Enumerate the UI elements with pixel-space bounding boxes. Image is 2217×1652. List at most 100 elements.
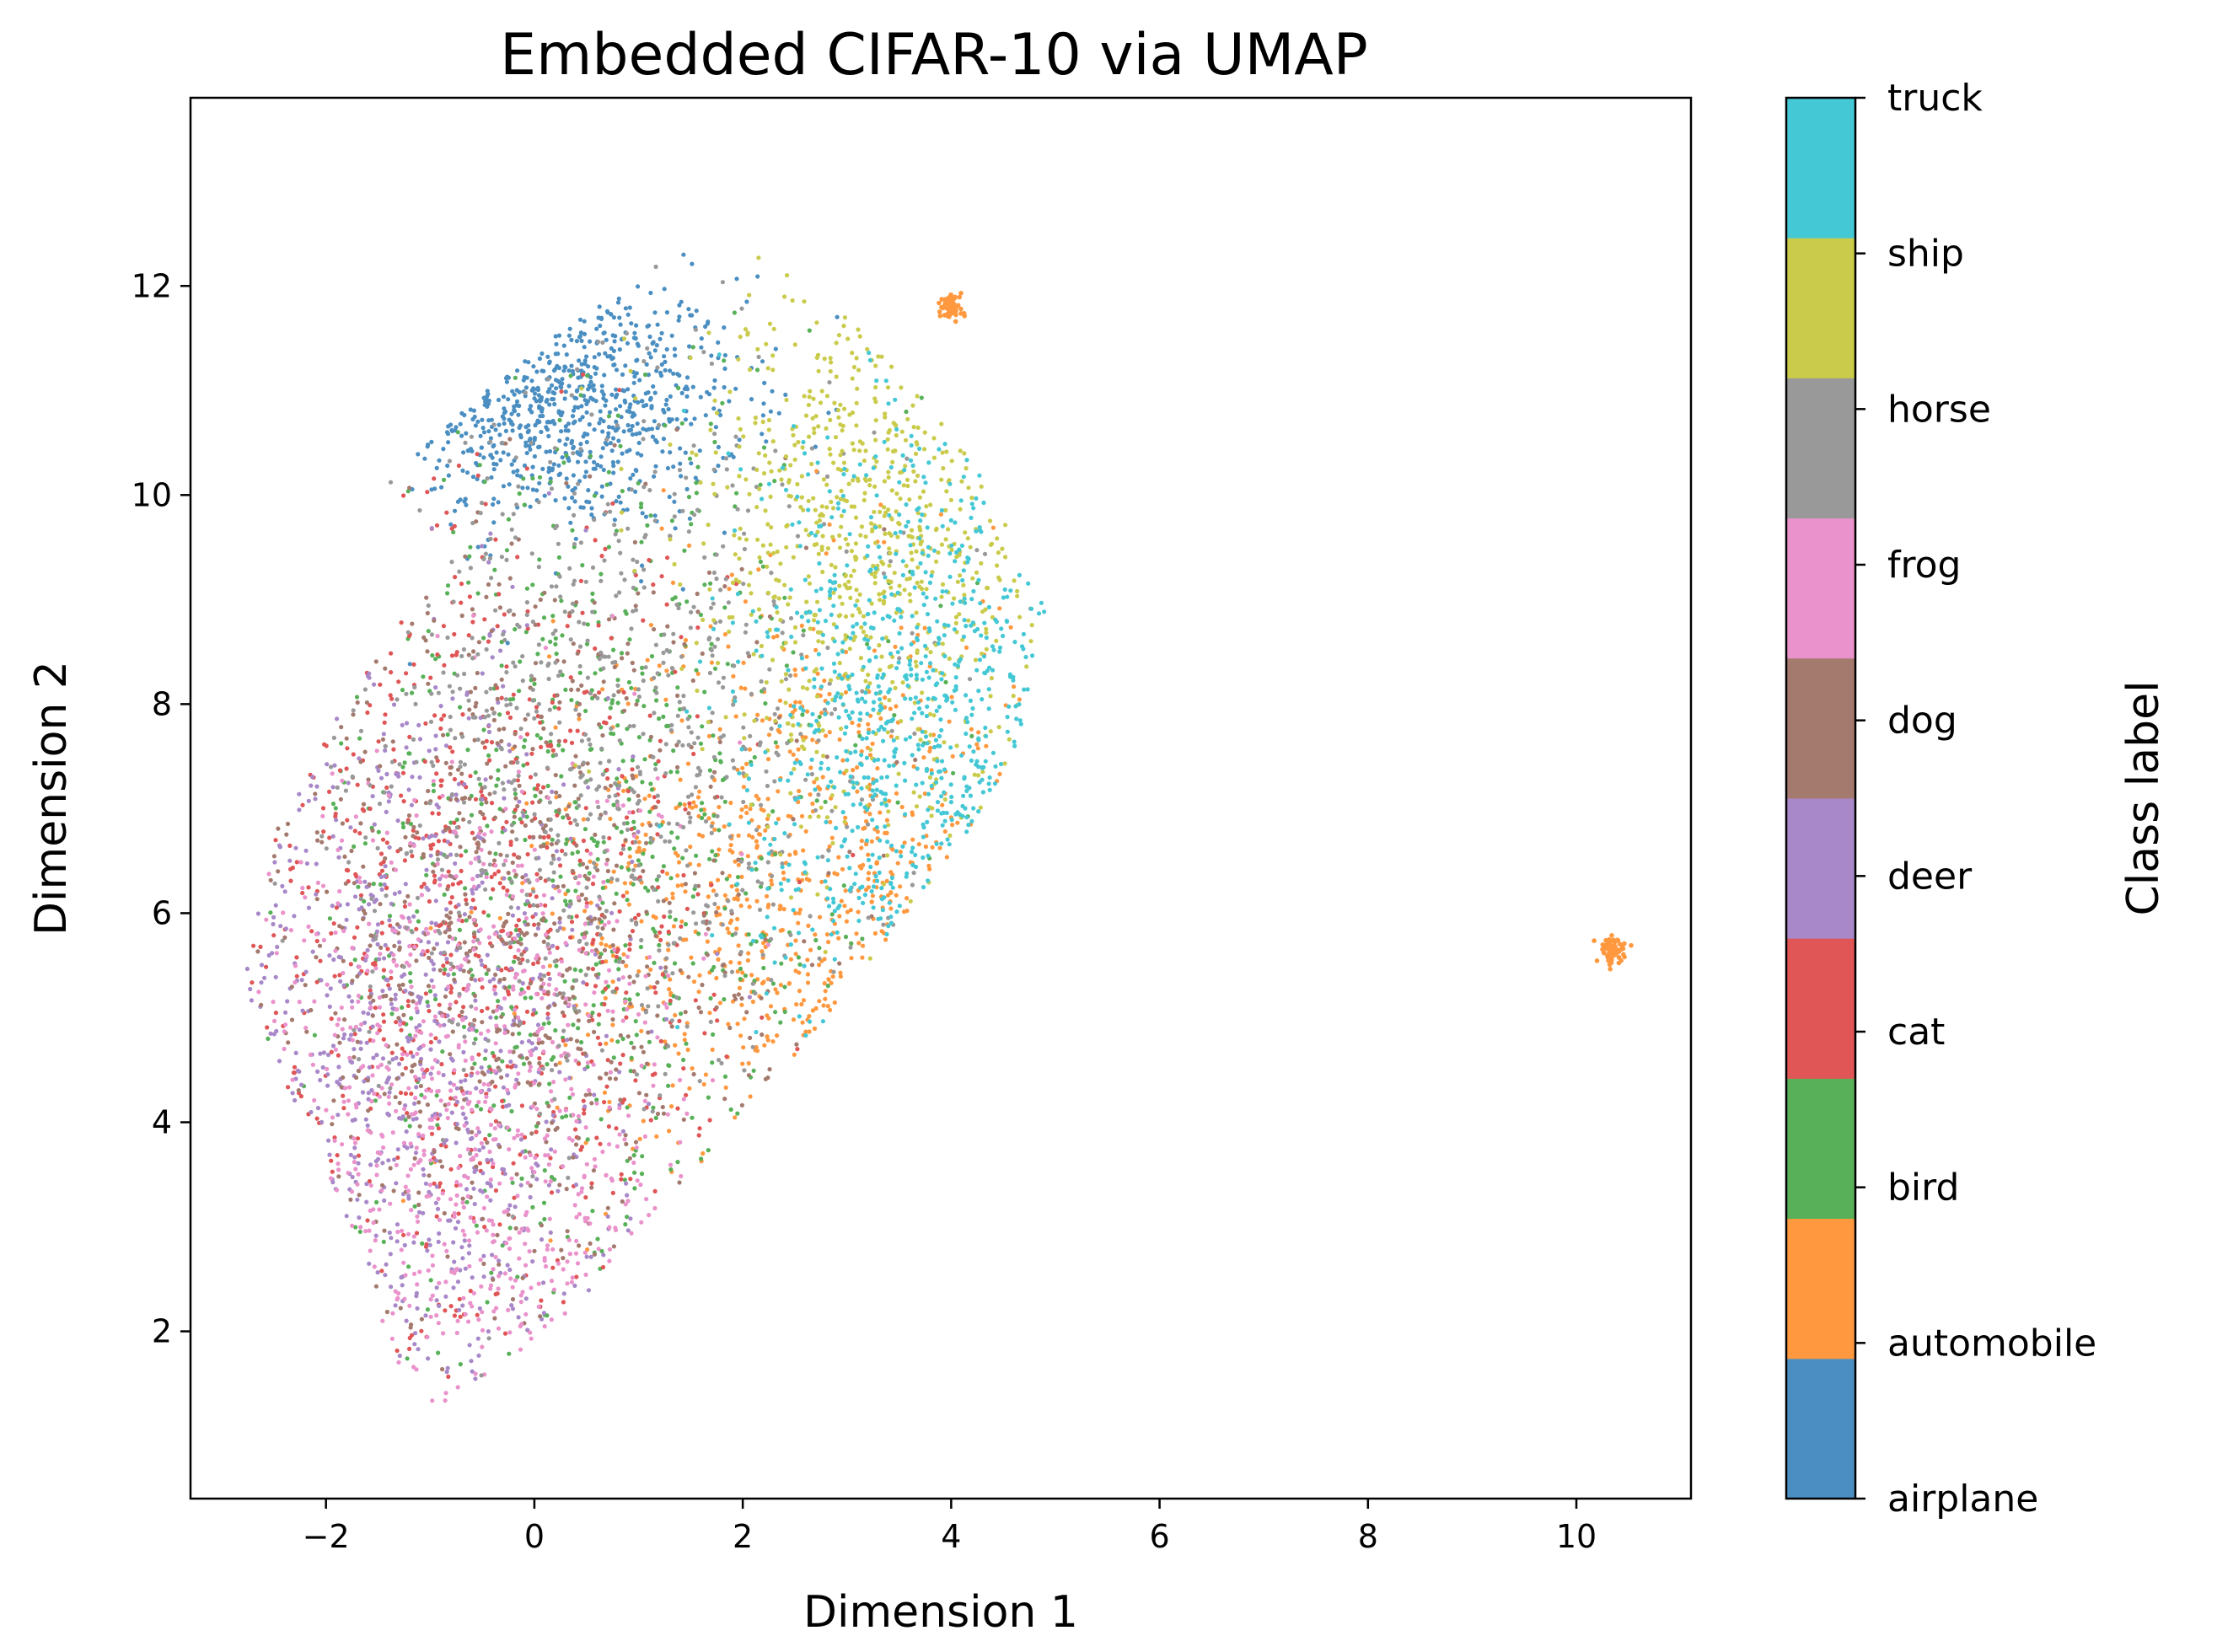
point xyxy=(505,1263,510,1268)
point xyxy=(693,475,698,480)
point xyxy=(389,651,394,656)
point xyxy=(380,837,386,842)
point xyxy=(624,815,630,820)
point xyxy=(445,940,451,945)
point xyxy=(293,1050,298,1055)
point xyxy=(659,362,664,367)
point xyxy=(513,1045,518,1050)
point xyxy=(822,981,827,986)
point xyxy=(706,392,712,397)
point xyxy=(615,986,620,991)
point xyxy=(823,996,828,1001)
point xyxy=(550,1054,556,1059)
point xyxy=(691,751,696,757)
point xyxy=(794,1042,799,1047)
point xyxy=(384,840,389,845)
point xyxy=(663,697,668,702)
point xyxy=(702,1031,707,1036)
point xyxy=(407,902,412,907)
point xyxy=(411,1271,417,1276)
point xyxy=(509,541,514,546)
point xyxy=(468,689,474,695)
point xyxy=(389,1001,394,1006)
point xyxy=(832,1000,837,1006)
point xyxy=(711,992,717,997)
point xyxy=(406,787,411,792)
point xyxy=(355,782,360,787)
point xyxy=(330,1169,335,1174)
point xyxy=(400,1199,405,1204)
point xyxy=(744,810,749,816)
point xyxy=(470,1135,475,1140)
point xyxy=(446,440,451,445)
point xyxy=(711,406,717,411)
point xyxy=(426,984,432,989)
point xyxy=(546,834,551,839)
point xyxy=(493,991,498,996)
point xyxy=(732,310,738,315)
point xyxy=(530,1259,535,1264)
point xyxy=(365,673,371,678)
point xyxy=(533,816,538,821)
point xyxy=(314,1116,319,1121)
point xyxy=(503,1103,509,1108)
point xyxy=(383,1273,388,1278)
point xyxy=(443,828,448,833)
point xyxy=(619,829,624,834)
point xyxy=(565,1281,570,1286)
point xyxy=(436,805,441,810)
point xyxy=(374,1172,379,1177)
point xyxy=(497,1274,502,1279)
point xyxy=(354,695,360,700)
point xyxy=(605,878,610,883)
point xyxy=(602,914,607,920)
point xyxy=(435,759,440,764)
point xyxy=(735,875,741,880)
point xyxy=(600,959,605,964)
point xyxy=(463,554,468,559)
point xyxy=(997,771,1002,777)
point xyxy=(488,775,493,780)
point xyxy=(639,453,644,458)
point xyxy=(421,1172,427,1177)
point xyxy=(336,1053,341,1058)
point xyxy=(309,929,314,934)
point xyxy=(348,1152,353,1157)
point xyxy=(597,906,602,911)
point xyxy=(528,1032,534,1038)
point xyxy=(521,744,527,749)
point xyxy=(606,617,612,622)
point xyxy=(678,802,683,807)
point xyxy=(722,997,727,1002)
point xyxy=(695,714,701,719)
point xyxy=(823,733,829,738)
point xyxy=(636,858,641,863)
point xyxy=(552,1149,557,1154)
point xyxy=(507,984,513,990)
point xyxy=(516,863,521,868)
point xyxy=(866,871,872,876)
point xyxy=(734,491,739,496)
point xyxy=(506,1212,511,1217)
point xyxy=(615,723,620,728)
point xyxy=(373,1006,378,1011)
point xyxy=(570,1275,575,1280)
point xyxy=(303,969,309,974)
point xyxy=(773,987,778,992)
point xyxy=(665,555,670,560)
point xyxy=(470,475,476,480)
point xyxy=(273,1011,278,1016)
point xyxy=(500,1059,505,1064)
point xyxy=(564,476,569,481)
point xyxy=(499,1014,504,1019)
point xyxy=(590,882,596,887)
point xyxy=(694,668,699,673)
point xyxy=(560,1115,565,1120)
point xyxy=(382,882,387,888)
point xyxy=(434,771,439,776)
point xyxy=(378,902,383,907)
point xyxy=(620,959,625,964)
point xyxy=(427,1008,432,1014)
point xyxy=(661,714,666,720)
